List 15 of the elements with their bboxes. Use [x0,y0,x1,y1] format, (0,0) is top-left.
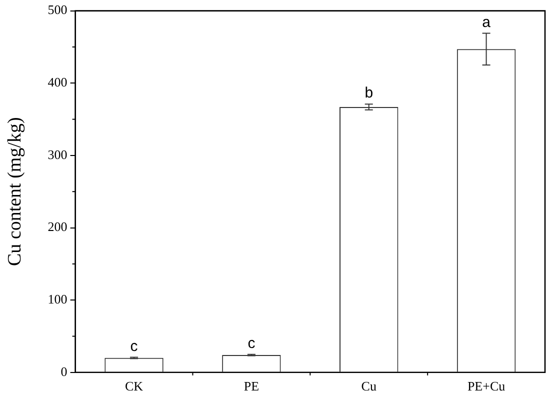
annotation: c [130,338,138,355]
annotation: a [482,14,492,31]
y-tick-label: 300 [48,146,68,162]
y-tick-label: 400 [48,74,68,90]
y-tick-label: 100 [48,292,68,306]
x-tick-label: PE [244,378,260,394]
annotation: b [364,84,374,102]
y-axis-title: Cu content (mg/kg) [4,117,26,266]
y-tick-label: 0 [60,364,68,379]
y-tick-label: 200 [48,219,68,234]
x-tick-label: Cu [361,378,377,394]
x-tick-label: CK [124,378,144,394]
x-tick-label: PE+Cu [467,378,506,394]
y-tick-label: 500 [48,2,68,18]
annotation: c [248,334,256,352]
